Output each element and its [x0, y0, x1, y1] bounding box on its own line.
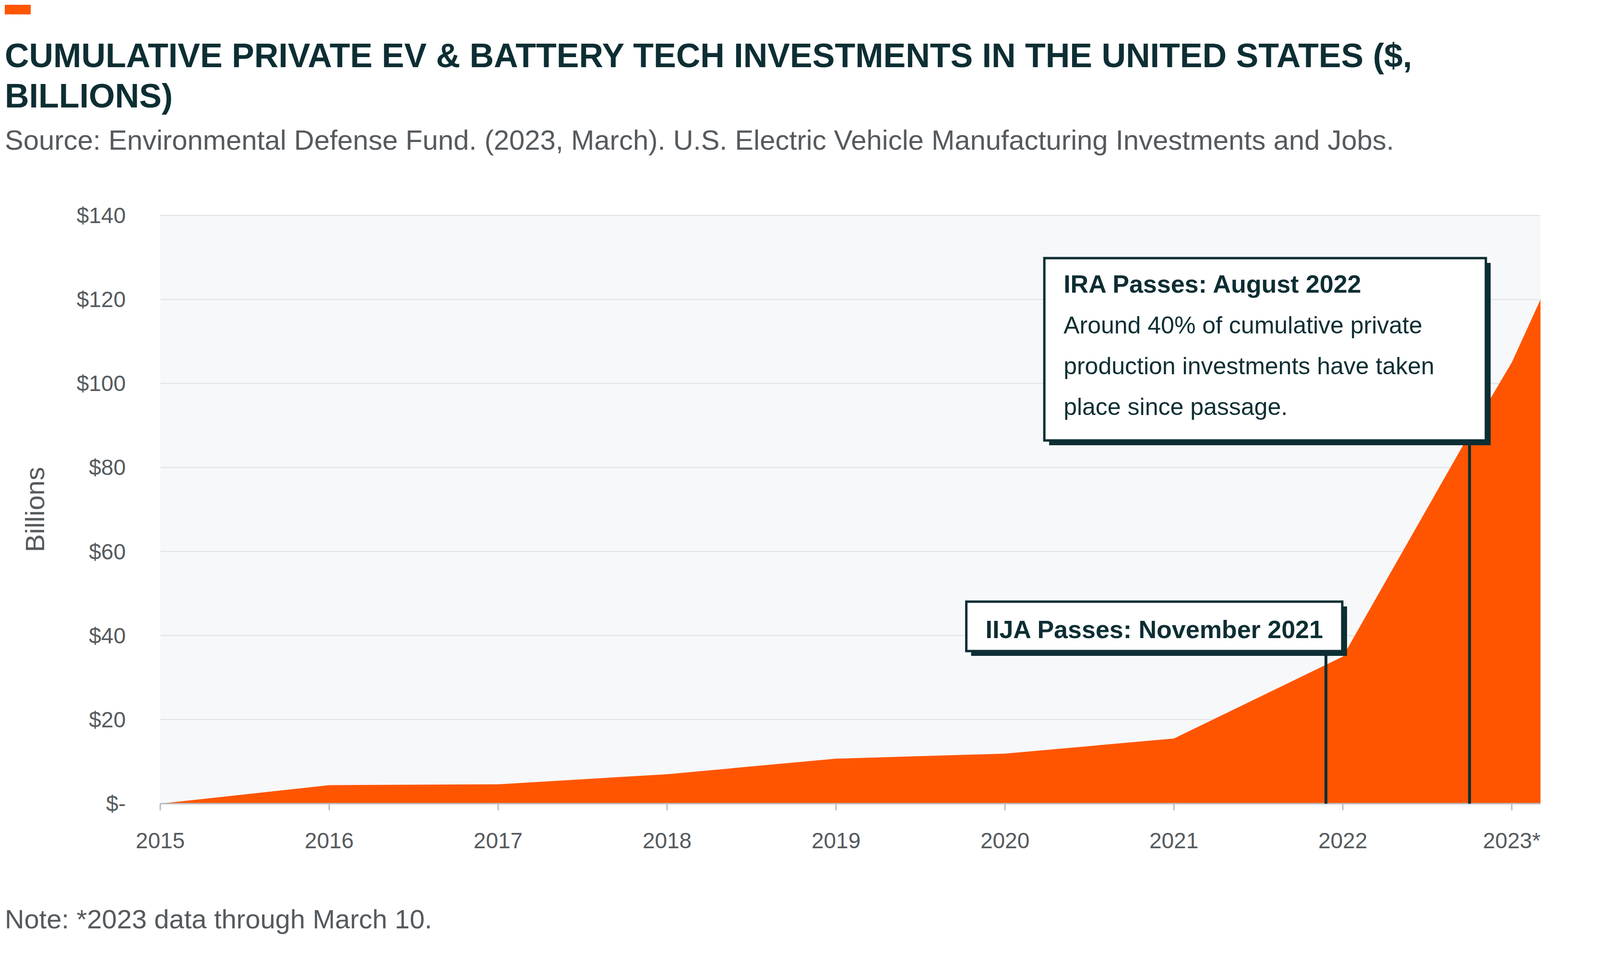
x-axis-line — [160, 803, 1541, 805]
x-tick — [159, 803, 162, 811]
plot-background — [160, 215, 1541, 804]
data-group — [160, 299, 1541, 804]
x-tick-label: 2015 — [135, 828, 185, 854]
x-tick — [835, 803, 837, 811]
title-line: BILLIONS) — [4, 77, 173, 115]
area — [160, 299, 1541, 804]
x-tick — [1342, 803, 1344, 811]
y-tick-label: $60 — [88, 539, 126, 565]
grid-line — [160, 214, 1541, 216]
x-tick — [666, 803, 669, 811]
annotation-text-line: production investments have taken — [1063, 352, 1435, 380]
annotation — [966, 601, 1348, 804]
x-tick — [1511, 803, 1513, 811]
y-tick-label: $140 — [76, 202, 126, 228]
annotation-line — [1324, 651, 1328, 804]
x-tick — [328, 803, 331, 811]
page: CUMULATIVE PRIVATE EV & BATTERY TECH INV… — [0, 0, 1600, 961]
x-tick-label: 2018 — [642, 828, 692, 854]
title: CUMULATIVE PRIVATE EV & BATTERY TECH INV… — [4, 36, 1412, 115]
x-tick-label: 2023* — [1482, 828, 1541, 854]
x-tick-label: 2021 — [1149, 828, 1199, 854]
y-tick-label: $- — [106, 791, 126, 817]
y-tick-label: $80 — [88, 454, 126, 480]
y-tick-label: $100 — [76, 370, 126, 396]
x-tick-label: 2017 — [473, 828, 523, 854]
x-tick-label: 2016 — [304, 828, 354, 854]
x-tick — [1173, 803, 1175, 811]
annotation-title: IIJA Passes: November 2021 — [985, 615, 1324, 644]
annotation — [1044, 258, 1491, 804]
annotation-text: Around 40% of cumulative private producti… — [1063, 311, 1435, 421]
x-tick — [1004, 803, 1006, 811]
title-line: CUMULATIVE PRIVATE EV & BATTERY TECH INV… — [4, 36, 1412, 75]
grid-line — [160, 803, 1541, 805]
annotation-text-line: place since passage. — [1063, 393, 1288, 421]
annotation-line — [1468, 440, 1471, 804]
x-tick — [497, 803, 500, 811]
y-axis-label: Billions — [19, 466, 50, 552]
grid-line — [160, 466, 1541, 468]
annotation-box — [966, 601, 1343, 652]
annotation-title: IRA Passes: August 2022 — [1063, 270, 1362, 299]
y-tick-label: $120 — [76, 286, 126, 312]
annotation-box — [1044, 258, 1486, 441]
annotation-text-line: Around 40% of cumulative private — [1063, 311, 1423, 339]
x-tick-label: 2019 — [811, 828, 861, 854]
grid-line — [160, 551, 1541, 553]
y-tick-label: $20 — [88, 707, 126, 733]
subtitle: Source: Environmental Defense Fund. (202… — [4, 124, 1395, 156]
note: Note: *2023 data through March 10. — [4, 904, 432, 935]
y-tick-label: $40 — [88, 623, 126, 649]
x-tick-label: 2022 — [1318, 828, 1368, 854]
x-tick-label: 2020 — [980, 828, 1030, 854]
chart: CUMULATIVE PRIVATE EV & BATTERY TECH INV… — [0, 0, 1600, 961]
accent-bar — [4, 4, 31, 15]
